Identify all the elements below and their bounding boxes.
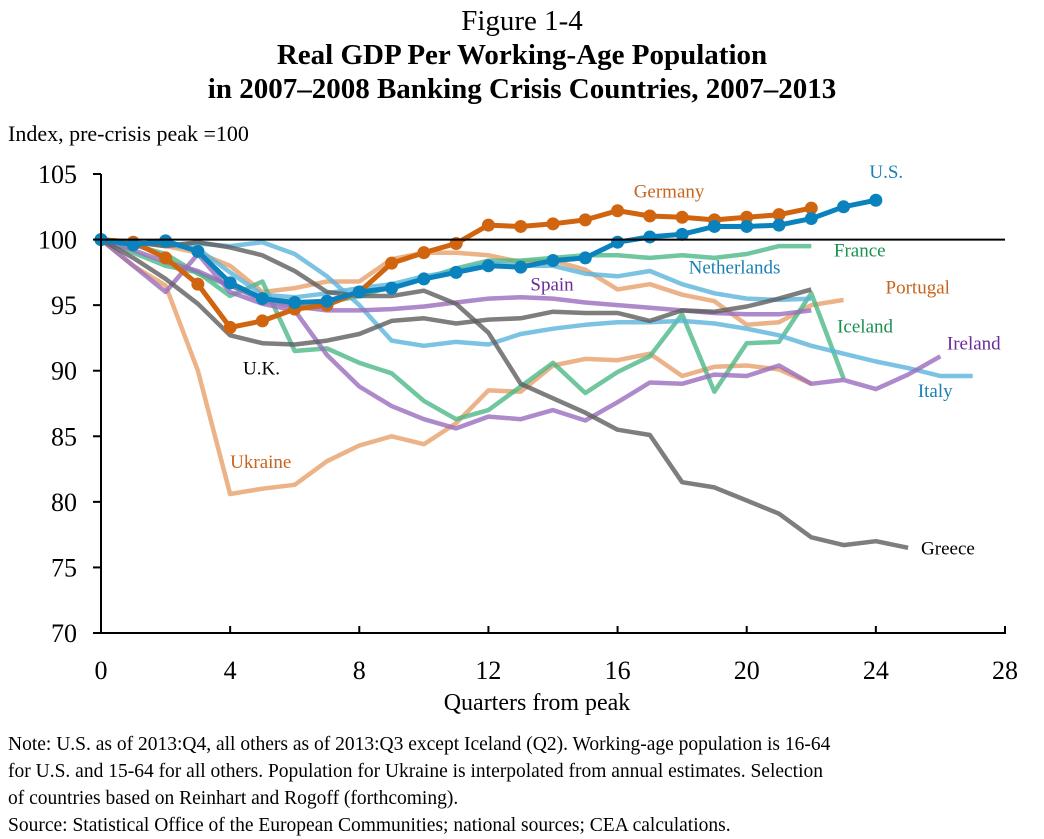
source-line: Source: Statistical Office of the Europe… <box>8 815 731 836</box>
data-point-u-s <box>740 219 754 233</box>
x-tick-label: 8 <box>353 656 366 685</box>
data-point-germany <box>643 209 657 223</box>
data-point-u-s <box>481 259 495 273</box>
data-point-germany <box>191 277 205 291</box>
data-point-germany <box>772 208 786 222</box>
series-label-germany: Germany <box>634 182 705 203</box>
x-tick-label: 0 <box>95 656 108 685</box>
data-point-u-s <box>417 272 431 286</box>
y-tick-label: 105 <box>38 160 77 189</box>
data-point-germany <box>804 201 818 215</box>
data-point-u-s <box>514 260 528 274</box>
series-line-italy <box>100 237 973 379</box>
series-label-france: France <box>834 241 886 262</box>
x-tick-label: 20 <box>734 656 760 685</box>
data-point-u-s <box>126 238 140 252</box>
data-point-u-s <box>772 218 786 232</box>
data-point-u-s <box>837 200 851 214</box>
y-tick-label: 70 <box>51 619 77 648</box>
series-labels: Germany U.S. France Netherlands Portugal Spai… <box>230 162 1001 559</box>
series-portugal <box>100 237 844 328</box>
series-line-ukraine <box>99 237 813 497</box>
y-tick-label: 75 <box>51 553 77 582</box>
series-label-iceland: Iceland <box>837 317 893 338</box>
data-point-germany <box>514 219 528 233</box>
y-tick-label: 80 <box>51 488 77 517</box>
y-tick-label: 100 <box>38 226 77 255</box>
data-point-germany <box>223 320 237 334</box>
data-point-germany <box>546 217 560 231</box>
x-tick-label: 28 <box>992 656 1018 685</box>
chart-notes: Note: U.S. as of 2013:Q4, all others as … <box>8 731 1044 839</box>
series-line-u-k <box>99 237 812 347</box>
data-point-u-s <box>869 193 883 207</box>
data-point-germany <box>417 246 431 260</box>
series-label-greece: Greece <box>921 538 975 559</box>
series-label-portugal: Portugal <box>886 277 950 298</box>
data-point-u-s <box>611 235 625 249</box>
data-point-u-s <box>804 212 818 226</box>
series-line-greece <box>100 237 909 551</box>
data-point-germany <box>675 210 689 224</box>
series-layer <box>94 193 973 551</box>
series-iceland <box>100 237 846 422</box>
series-label-spain: Spain <box>530 275 574 296</box>
data-point-germany <box>611 204 625 218</box>
series-label-ireland: Ireland <box>947 334 1001 355</box>
series-greece <box>100 237 909 551</box>
data-point-u-s <box>707 219 721 233</box>
series-u-s <box>94 193 883 310</box>
series-line-iceland <box>100 237 846 422</box>
series-label-netherlands: Netherlands <box>689 258 781 279</box>
data-point-u-s <box>546 254 560 268</box>
series-line-ireland <box>99 237 942 431</box>
series-u-k <box>99 237 812 347</box>
note-line: Note: U.S. as of 2013:Q4, all others as … <box>8 734 831 755</box>
data-point-u-s <box>191 244 205 258</box>
data-point-u-s <box>352 285 366 299</box>
data-point-germany <box>740 210 754 224</box>
chart-title-line-2: in 2007–2008 Banking Crisis Countries, 2… <box>207 73 837 105</box>
x-tick-label: 24 <box>863 656 889 685</box>
data-point-u-s <box>643 230 657 244</box>
data-point-germany <box>159 251 173 265</box>
y-axis-label: Index, pre-crisis peak =100 <box>8 121 249 146</box>
data-point-u-s <box>223 276 237 290</box>
series-label-u-k: U.K. <box>243 359 280 380</box>
x-tick-label: 4 <box>224 656 237 685</box>
data-point-u-s <box>159 234 173 248</box>
series-label-ukraine: Ukraine <box>230 452 291 473</box>
x-tick-label: 12 <box>475 656 501 685</box>
data-point-u-s <box>385 281 399 295</box>
chart-title-block: Figure 1-4 Real GDP Per Working-Age Popu… <box>0 4 1044 106</box>
data-point-germany <box>255 314 269 328</box>
y-tick-label: 85 <box>51 422 77 451</box>
y-tick-label: 90 <box>51 357 77 386</box>
data-point-germany <box>481 218 495 232</box>
note-line: of countries based on Reinhart and Rogof… <box>8 788 459 809</box>
data-point-u-s <box>449 265 463 279</box>
data-point-germany <box>385 256 399 270</box>
data-point-germany <box>578 213 592 227</box>
series-italy <box>100 237 973 379</box>
line-chart: 70 75 80 85 90 95 100 105 0 4 8 12 16 20 24 28 Germany U… <box>38 160 1018 685</box>
series-label-italy: Italy <box>918 381 953 402</box>
series-ukraine <box>99 237 813 497</box>
chart-title-line-1: Real GDP Per Working-Age Population <box>276 39 768 71</box>
data-point-u-s <box>675 227 689 241</box>
data-point-u-s <box>578 251 592 265</box>
x-tick-label: 16 <box>605 656 631 685</box>
figure-number: Figure 1-4 <box>461 5 583 37</box>
series-line-portugal <box>100 237 844 328</box>
data-point-u-s <box>288 296 302 310</box>
y-tick-label: 95 <box>51 291 77 320</box>
series-label-u-s: U.S. <box>869 162 903 183</box>
axes: 70 75 80 85 90 95 100 105 0 4 8 12 16 20 24 28 <box>38 160 1018 685</box>
data-point-u-s <box>320 294 334 308</box>
x-axis-label: Quarters from peak <box>443 690 631 716</box>
data-point-u-s <box>255 292 269 306</box>
series-ireland <box>99 237 942 431</box>
note-line: for U.S. and 15-64 for all others. Popul… <box>8 761 824 782</box>
